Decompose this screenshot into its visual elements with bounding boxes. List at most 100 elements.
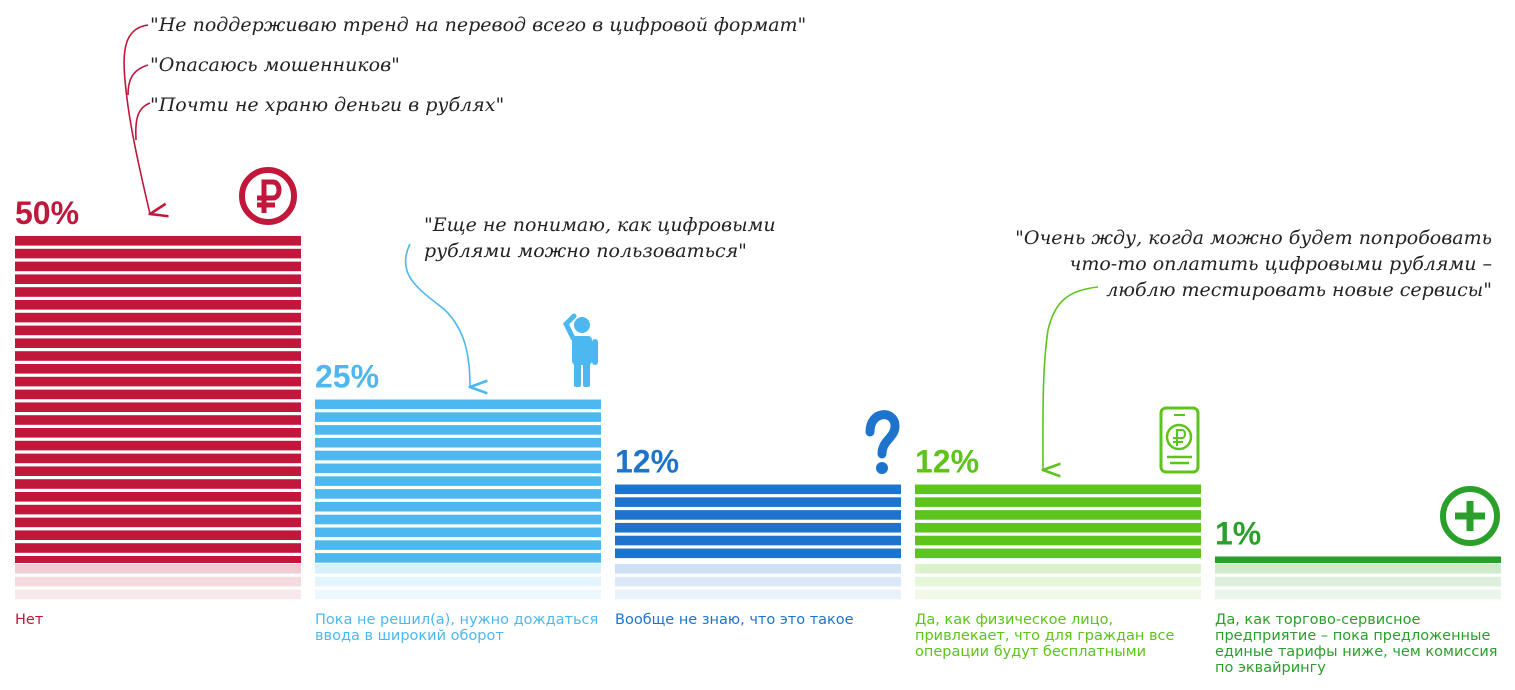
bar-2-stripe <box>615 535 901 546</box>
bar-0-stripe <box>15 389 301 400</box>
bar-1-stripe <box>315 489 601 499</box>
bar-4-shadow <box>1215 589 1501 600</box>
bar-0-stripe <box>15 530 301 540</box>
thinking-person-icon <box>562 313 598 387</box>
bar-0-stripe <box>15 517 301 528</box>
annotation-1: "Опасаюсь мошенников" <box>150 54 400 76</box>
bar-2-shadow <box>615 589 901 600</box>
bar-2-stripe <box>615 497 901 507</box>
bar-3-stripe <box>915 510 1201 520</box>
bar-2-shadow <box>615 576 901 587</box>
bar-0-stripe <box>15 479 301 489</box>
annotation-3: "Еще не понимаю, как цифровыми рублями мо… <box>424 214 776 262</box>
bar-1-stripe <box>315 501 601 512</box>
bar-3-stripe <box>915 535 1201 546</box>
value-label-2: 12% <box>615 444 679 480</box>
bar-0-stripe <box>15 543 301 553</box>
bar-1-stripe <box>315 463 601 474</box>
bar-3-shadow <box>915 576 1201 587</box>
question-mark-icon <box>865 410 900 474</box>
bar-0-stripe <box>15 312 301 323</box>
bar-3-shadow <box>915 589 1201 600</box>
bar-0-stripe <box>15 415 301 425</box>
arrow-blue <box>404 243 470 387</box>
bar-4-shadow <box>1215 576 1501 587</box>
quotes-layer: "Не поддерживаю тренд на перевод всего в… <box>150 14 1492 301</box>
bar-1-stripe <box>315 476 601 486</box>
bar-4-stripe <box>1215 556 1501 563</box>
plus-circle-icon <box>1440 486 1500 546</box>
bar-4 <box>1215 556 1501 600</box>
annotation-0: "Не поддерживаю тренд на перевод всего в… <box>150 14 806 36</box>
arrow-red-branch-2 <box>134 102 151 141</box>
bar-3-stripe <box>915 497 1201 507</box>
value-label-4: 1% <box>1215 515 1261 551</box>
bar-0-shadow <box>15 589 301 600</box>
bar-0-stripe <box>15 248 301 259</box>
bar-1-stripe <box>315 514 601 525</box>
bar-0-stripe <box>15 466 301 476</box>
category-label-1: Пока не решил(а), нужно дождаться ввода … <box>315 612 599 644</box>
bar-0-stripe <box>15 556 301 563</box>
bar-0-stripe <box>15 325 301 336</box>
bar-3-shadow <box>915 564 1201 574</box>
bar-2-shadow <box>615 564 901 574</box>
bar-0-stripe <box>15 351 301 361</box>
ruble-circle-icon <box>239 167 297 225</box>
bar-1-stripe <box>315 450 601 461</box>
arrow-red-main <box>123 24 150 214</box>
bar-0-stripe <box>15 440 301 451</box>
bar-1-stripe <box>315 527 601 538</box>
category-label-4: Да, как торгово-сервисное предприятие – … <box>1215 612 1498 676</box>
bar-3-stripe <box>915 522 1201 533</box>
bar-0-stripe <box>15 376 301 387</box>
arrow-green <box>1043 286 1099 470</box>
bar-0-shadow <box>15 576 301 587</box>
bar-0 <box>15 236 301 600</box>
bar-1-stripe <box>315 412 601 422</box>
bar-4-shadow <box>1215 564 1501 574</box>
bar-1-shadow <box>315 589 601 600</box>
category-label-0: Нет <box>15 612 44 628</box>
category-label-2: Вообще не знаю, что это такое <box>615 612 854 628</box>
bar-0-stripe <box>15 261 301 272</box>
annotation-arrows <box>123 24 1099 470</box>
bar-0-stripe <box>15 287 301 297</box>
bar-0-stripe <box>15 428 301 438</box>
annotation-4: "Очень жду, когда можно будет попробоват… <box>1015 227 1492 301</box>
bar-2 <box>615 484 901 600</box>
category-label-3: Да, как физическое лицо, привлекает, что… <box>915 612 1175 660</box>
value-label-0: 50% <box>15 195 79 231</box>
bar-3 <box>915 484 1201 600</box>
bar-0-stripe <box>15 300 301 310</box>
annotation-2: "Почти не храню деньги в рублях" <box>150 94 504 116</box>
bar-0-stripe <box>15 492 301 502</box>
bar-0-stripe <box>15 236 301 246</box>
value-labels-layer: 50% 25% 12% 12% 1% <box>15 195 1261 551</box>
bar-0-shadow <box>15 564 301 574</box>
bar-2-stripe <box>615 484 901 495</box>
bar-1-stripe <box>315 553 601 563</box>
bars-layer <box>15 236 1501 600</box>
bar-0-stripe <box>15 338 301 348</box>
bar-3-stripe <box>915 484 1201 495</box>
bar-3-stripe <box>915 548 1201 559</box>
bar-1-stripe <box>315 437 601 448</box>
bar-1-stripe <box>315 399 601 410</box>
phone-ruble-icon <box>1159 406 1200 474</box>
bar-1-shadow <box>315 576 601 587</box>
value-label-1: 25% <box>315 359 379 395</box>
bar-1-stripe <box>315 540 601 550</box>
bar-1-stripe <box>315 425 601 435</box>
bar-0-stripe <box>15 274 301 284</box>
bar-0-stripe <box>15 364 301 374</box>
bar-2-stripe <box>615 522 901 533</box>
arrow-red-branch-1 <box>127 64 149 96</box>
value-label-3: 12% <box>915 444 979 480</box>
bar-2-stripe <box>615 548 901 559</box>
bar-0-stripe <box>15 402 301 412</box>
bar-0-stripe <box>15 453 301 464</box>
bar-2-stripe <box>615 510 901 520</box>
bar-1-shadow <box>315 564 601 574</box>
